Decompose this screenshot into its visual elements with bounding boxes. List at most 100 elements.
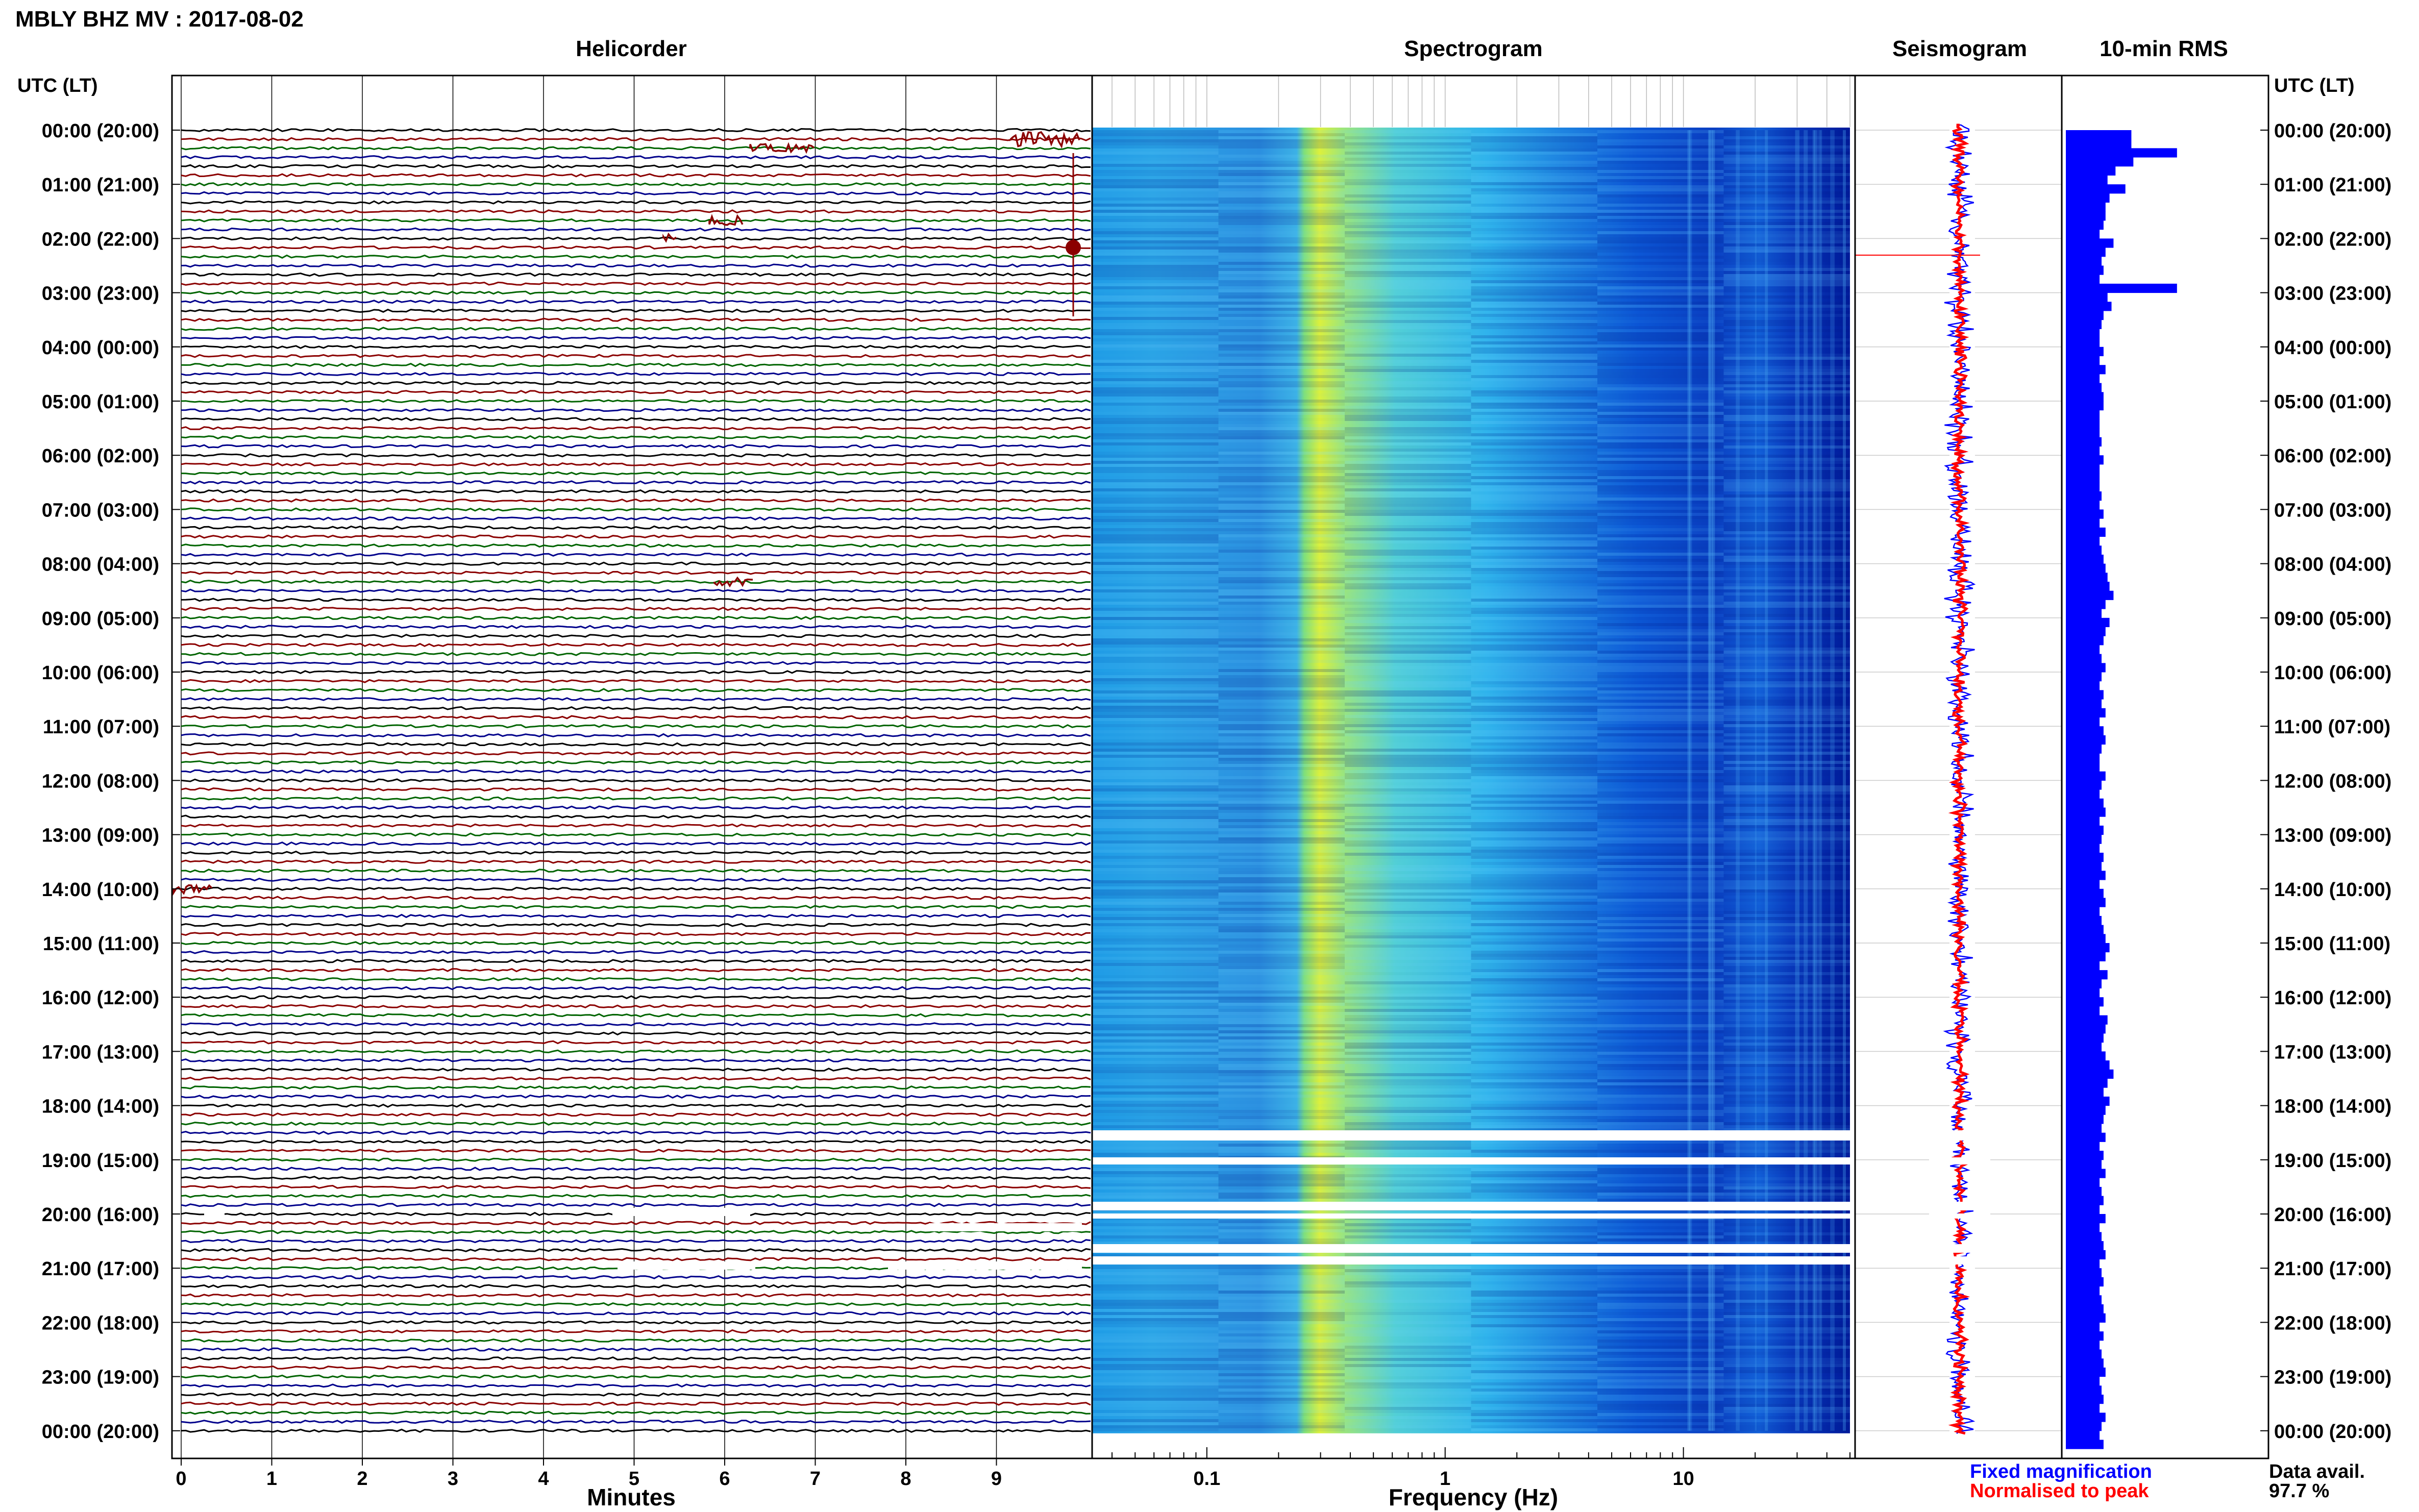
- rms-bar: [2066, 1078, 2108, 1088]
- rms-bar: [2066, 346, 2104, 356]
- spectrogram-gap: [1092, 1256, 1850, 1265]
- hour-tick-label-left: 20:00 (16:00): [42, 1204, 159, 1226]
- helicorder-trace: [181, 923, 1091, 927]
- helicorder-trace: [181, 1374, 1091, 1379]
- helicorder-trace: [181, 336, 1091, 340]
- hour-tick-label-right: 03:00 (23:00): [2274, 283, 2391, 305]
- frequency-tick-label: 1: [1440, 1468, 1450, 1490]
- rms-bar: [2066, 464, 2100, 474]
- helicorder-trace: [181, 1167, 1091, 1171]
- helicorder-trace: [181, 200, 1091, 205]
- helicorder-trace: [181, 1410, 1091, 1415]
- rms-bar: [2066, 744, 2102, 754]
- data-avail-label: Data avail.: [2269, 1461, 2365, 1482]
- hour-tick-label-left: 00:00 (20:00): [42, 1421, 159, 1443]
- helicorder-trace: [181, 805, 1091, 810]
- helicorder-trace: [181, 986, 1091, 990]
- hour-tick-label-right: 08:00 (04:00): [2274, 554, 2391, 576]
- rms-bar: [2066, 582, 2110, 591]
- rms-bar: [2066, 780, 2102, 790]
- rms-bar: [2066, 518, 2100, 528]
- rms-bar: [2066, 319, 2102, 329]
- rms-bar: [2066, 789, 2100, 799]
- rms-bar: [2066, 374, 2100, 384]
- rms-bar: [2066, 446, 2100, 456]
- hour-tick-label-left: 17:00 (13:00): [42, 1042, 159, 1063]
- hour-tick-label-right: 19:00 (15:00): [2274, 1150, 2391, 1172]
- rms-bar: [2066, 1241, 2104, 1251]
- helicorder-trace: [181, 688, 1091, 692]
- rms-bar: [2066, 148, 2177, 158]
- helicorder-trace: [181, 381, 1091, 385]
- helicorder-trace: [181, 968, 1091, 973]
- helicorder-trace: [181, 1121, 1091, 1126]
- rms-bar: [2066, 1277, 2104, 1287]
- rms-bar: [2066, 627, 2106, 636]
- helicorder-trace: [181, 1302, 1091, 1307]
- helicorder-trace: [181, 733, 1091, 737]
- spectrogram-gap: [1092, 1244, 1850, 1253]
- helicorder-trace: [181, 498, 1091, 503]
- rms-bar: [2066, 437, 2102, 447]
- helicorder-trace: [181, 1130, 1091, 1135]
- hour-tick-label-left: 14:00 (10:00): [42, 879, 159, 901]
- helicorder-trace: [181, 778, 1091, 783]
- rms-bar: [2066, 1096, 2110, 1106]
- hour-tick-label-right: 10:00 (06:00): [2274, 662, 2391, 684]
- helicorder-trace: [181, 742, 1091, 747]
- rms-bar: [2066, 1223, 2100, 1232]
- helicorder-trace: [181, 1428, 1091, 1433]
- helicorder-trace: [181, 471, 1091, 476]
- helicorder-trace: [181, 290, 1091, 295]
- rms-bar: [2066, 708, 2106, 717]
- minute-tick-label: 6: [719, 1468, 730, 1490]
- helicorder-trace: [181, 1022, 1091, 1027]
- rms-bar: [2066, 762, 2100, 772]
- helicorder-trace: [181, 399, 1091, 403]
- helicorder-trace: [181, 642, 1091, 647]
- helicorder-trace: [181, 1049, 1091, 1054]
- helicorder-trace: [181, 426, 1091, 431]
- rms-bar: [2066, 1159, 2102, 1169]
- hour-tick-label-right: 20:00 (16:00): [2274, 1204, 2391, 1226]
- hour-tick-label-left: 13:00 (09:00): [42, 825, 159, 847]
- helicorder-trace: [181, 1203, 1091, 1207]
- rms-bar: [2066, 853, 2104, 862]
- rms-bar: [2066, 292, 2108, 302]
- hour-tick-label-right: 04:00 (00:00): [2274, 337, 2391, 359]
- helicorder-trace: [181, 1076, 1091, 1081]
- helicorder-trace: [181, 390, 1091, 394]
- rms-bar: [2066, 365, 2106, 375]
- rms-bar: [2066, 275, 2100, 284]
- rms-bar: [2066, 356, 2100, 365]
- rms-bar: [2066, 256, 2102, 266]
- hour-tick-label-right: 17:00 (13:00): [2274, 1042, 2391, 1063]
- rms-bar: [2066, 1196, 2104, 1205]
- rms-bar: [2066, 1367, 2106, 1377]
- rms-bar: [2066, 654, 2102, 663]
- hour-tick-label-right: 23:00 (19:00): [2274, 1367, 2391, 1389]
- rms-bar: [2066, 1313, 2106, 1323]
- helicorder-trace: [181, 561, 1091, 566]
- rms-bar: [2066, 383, 2102, 392]
- rms-bar: [2066, 934, 2106, 944]
- helicorder-trace: [181, 1392, 1091, 1397]
- rms-bar: [2066, 1015, 2108, 1025]
- hour-tick-label-left: 07:00 (03:00): [42, 500, 159, 521]
- helicorder-trace: [181, 878, 1091, 882]
- helicorder-trace: [181, 832, 1091, 837]
- hour-tick-label-left: 18:00 (14:00): [42, 1096, 159, 1118]
- rms-bar: [2066, 645, 2100, 655]
- rms-bar: [2066, 166, 2116, 176]
- rms-bar: [2066, 1042, 2102, 1052]
- helicorder-burst: [1009, 131, 1080, 149]
- rms-bar: [2066, 1124, 2102, 1133]
- rms-bar: [2066, 1178, 2100, 1187]
- rms-bar: [2066, 175, 2108, 185]
- hour-tick-label-left: 00:00 (20:00): [42, 120, 159, 142]
- spectrogram-title: Spectrogram: [1404, 36, 1542, 61]
- rms-bar: [2066, 573, 2108, 582]
- helicorder-trace: [181, 354, 1091, 358]
- rms-bar: [2066, 1214, 2106, 1224]
